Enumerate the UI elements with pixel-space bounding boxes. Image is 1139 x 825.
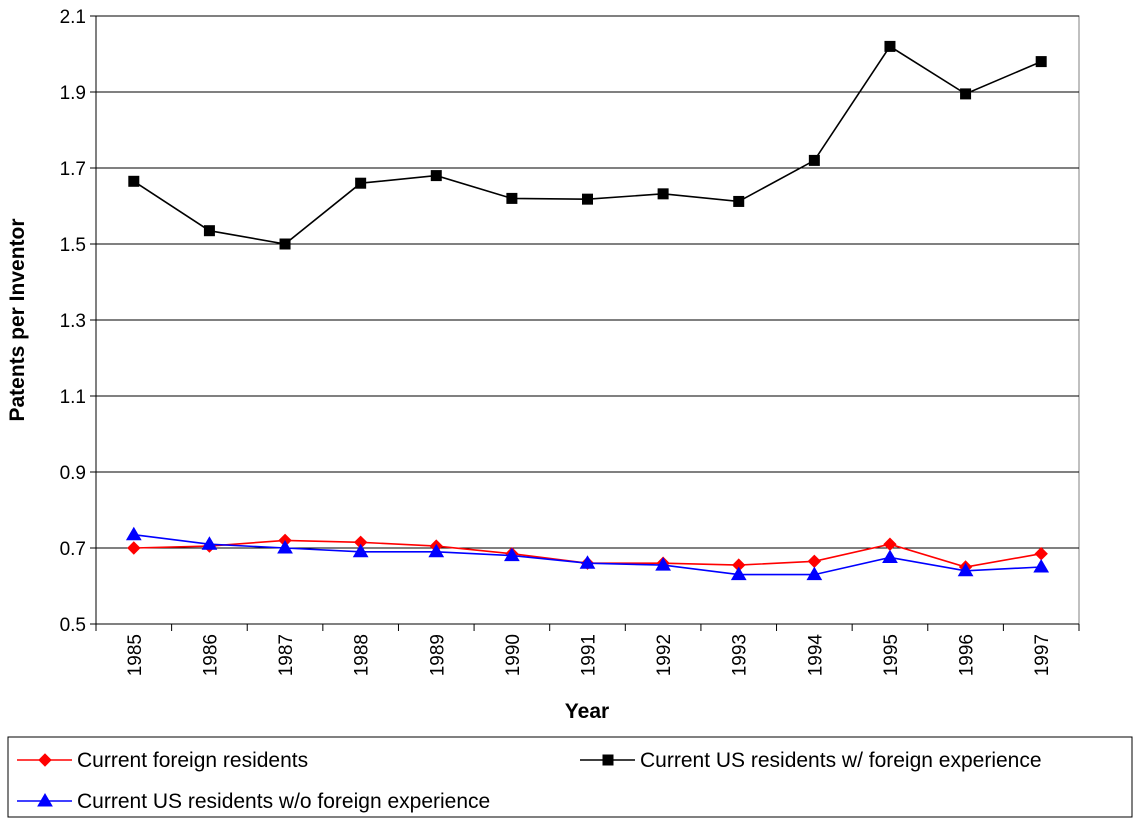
y-tick-label: 1.3 — [60, 311, 86, 332]
data-point — [960, 88, 972, 100]
x-tick-label: 1991 — [579, 634, 600, 676]
data-point — [884, 40, 896, 52]
x-tick-label: 1990 — [503, 634, 524, 676]
x-tick-label: 1993 — [730, 634, 751, 676]
series-1 — [128, 40, 1047, 250]
legend-box — [7, 736, 1133, 818]
legend-marker — [37, 793, 53, 807]
y-tick-label: 0.9 — [60, 463, 86, 484]
axes — [90, 15, 1080, 631]
x-tick-label: 1997 — [1032, 634, 1053, 676]
legend-marker — [602, 754, 614, 766]
y-tick-label: 0.5 — [60, 615, 86, 636]
data-point — [579, 555, 596, 569]
y-tick-label: 1.9 — [60, 83, 86, 104]
series-2 — [125, 526, 1050, 581]
y-tick-label: 1.5 — [60, 235, 86, 256]
legend-items: Current foreign residents Current US resi… — [17, 749, 1042, 813]
y-tick-labels: 0.5 0.7 0.9 1.1 1.3 1.5 1.7 1.9 2.1 — [60, 7, 86, 636]
data-point — [201, 536, 218, 550]
data-point — [882, 549, 898, 563]
data-point — [730, 566, 747, 581]
legend-label: Current US residents w/ foreign experien… — [640, 749, 1042, 772]
data-point — [127, 541, 141, 555]
data-point — [279, 238, 291, 250]
x-tick-label: 1986 — [200, 634, 221, 676]
data-point — [128, 175, 140, 187]
x-tick-label: 1995 — [881, 634, 902, 676]
data-point — [352, 543, 369, 558]
x-tick-label: 1996 — [957, 634, 978, 676]
x-tick-label: 1989 — [427, 634, 448, 676]
legend-label: Current US residents w/o foreign experie… — [77, 790, 490, 813]
y-tick-label: 1.7 — [60, 159, 86, 180]
data-point — [430, 170, 442, 182]
data-point — [277, 540, 293, 554]
y-tick-label: 0.7 — [60, 539, 86, 560]
legend-item: Current US residents w/o foreign experie… — [17, 790, 490, 813]
x-axis-title: Year — [565, 700, 609, 723]
legend-label: Current foreign residents — [77, 749, 308, 772]
legend-marker — [38, 753, 52, 767]
data-point — [1033, 559, 1050, 573]
data-point — [203, 225, 215, 237]
y-axis-title: Patents per Inventor — [6, 218, 29, 421]
x-tick-labels: 1985 1986 1987 1988 1989 1990 1991 1992 1993 1994… — [125, 634, 1053, 677]
data-point — [125, 526, 142, 541]
data-point — [1035, 56, 1047, 68]
data-point — [957, 562, 974, 577]
y-tick-label: 2.1 — [60, 7, 86, 28]
x-tick-label: 1992 — [654, 634, 675, 676]
data-point — [428, 543, 445, 558]
data-point — [806, 566, 823, 581]
x-tick-label: 1987 — [276, 634, 297, 676]
data-point — [504, 547, 520, 562]
legend-item: Current foreign residents — [17, 749, 308, 772]
data-point — [655, 557, 671, 571]
x-tick-label: 1994 — [805, 634, 826, 677]
legend: Current foreign residents Current US resi… — [7, 736, 1133, 818]
y-tick-label: 1.1 — [60, 387, 86, 408]
legend-item: Current US residents w/ foreign experien… — [580, 749, 1042, 772]
data-point — [657, 188, 669, 200]
x-tick-label: 1988 — [352, 634, 373, 676]
data-point — [355, 177, 367, 189]
series — [125, 40, 1050, 581]
data-point — [582, 193, 593, 205]
x-tick-label: 1985 — [125, 634, 146, 676]
data-point — [733, 195, 745, 207]
data-point — [808, 154, 820, 166]
data-point — [506, 192, 518, 204]
